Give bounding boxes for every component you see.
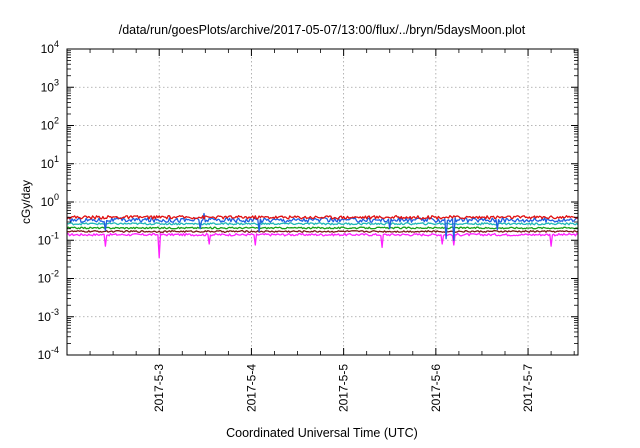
- x-tick-label: 2017-5-4: [244, 364, 258, 412]
- x-tick-label: 2017-5-6: [429, 364, 443, 412]
- x-axis-label: Coordinated Universal Time (UTC): [226, 426, 418, 440]
- series-line: [66, 222, 579, 226]
- y-tick-label: 101: [41, 154, 59, 171]
- x-axis: 2017-5-3 2017-5-4 2017-5-5 2017-5-6 2017-5-7: [89, 49, 575, 412]
- series-group: [66, 212, 579, 259]
- y-tick-label: 10-2: [38, 269, 59, 286]
- series-line: [66, 232, 579, 259]
- y-tick-label: 10-4: [38, 345, 59, 362]
- series-line: [66, 229, 579, 233]
- series-line: [66, 226, 579, 230]
- y-tick-label: 10-3: [38, 307, 59, 324]
- chart-title: /data/run/goesPlots/archive/2017-05-07/1…: [119, 23, 526, 37]
- y-tick-label: 104: [41, 39, 59, 56]
- y-tick-label: 102: [41, 116, 59, 133]
- y-axis: 10-4 10-3 10-2 10-1 100 101 102 103 104: [38, 39, 578, 362]
- x-tick-label: 2017-5-3: [152, 364, 166, 412]
- series-line: [66, 214, 579, 220]
- x-tick-label: 2017-5-5: [337, 364, 351, 412]
- y-axis-label: cGy/day: [19, 180, 33, 224]
- y-tick-label: 10-1: [38, 230, 59, 247]
- y-tick-label: 103: [41, 77, 59, 94]
- y-tick-label: 100: [41, 192, 59, 209]
- x-tick-label: 2017-5-7: [521, 364, 535, 412]
- grid: [67, 49, 578, 355]
